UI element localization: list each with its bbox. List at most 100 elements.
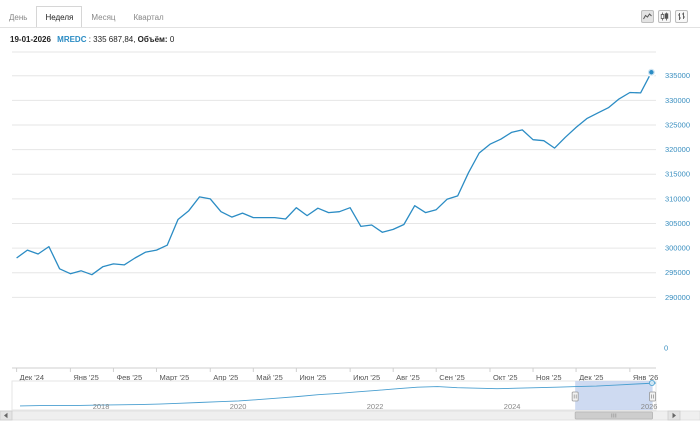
data-point-2025-12-22 bbox=[607, 107, 609, 109]
data-point-2025-04-07 bbox=[209, 198, 211, 200]
data-point-2025-06-23 bbox=[327, 211, 329, 213]
series-layer bbox=[15, 67, 656, 276]
info-date: 19-01-2026 bbox=[10, 35, 51, 44]
chart-type-toolbar bbox=[641, 10, 688, 23]
data-point-2024-12-16 bbox=[37, 253, 39, 255]
data-point-2025-06-30 bbox=[338, 210, 340, 212]
data-point-2025-06-16 bbox=[317, 207, 319, 209]
y-tick-label-300000: 300000 bbox=[665, 244, 690, 253]
candlestick-icon bbox=[660, 12, 669, 21]
data-point-2025-09-22 bbox=[467, 172, 469, 174]
y-tick-label-310000: 310000 bbox=[665, 194, 690, 203]
data-point-2024-12-23 bbox=[48, 245, 50, 247]
grid bbox=[12, 51, 656, 369]
navigator[interactable]: 2018 2020 2022 2024 2026 bbox=[0, 379, 700, 421]
y-tick-label-295000: 295000 bbox=[665, 268, 690, 277]
data-point-2025-03-17 bbox=[177, 218, 179, 220]
data-point-2025-10-06 bbox=[489, 143, 491, 145]
data-point-2025-03-03 bbox=[155, 249, 157, 251]
navigator-selection[interactable] bbox=[575, 381, 653, 410]
x-tick-label-окт-25: Окт '25 bbox=[493, 373, 518, 382]
data-point-2025-12-01 bbox=[575, 126, 577, 128]
data-point-2026-01-12 bbox=[639, 92, 641, 94]
data-point-2025-01-06 bbox=[69, 273, 71, 275]
area-chart-icon bbox=[643, 13, 652, 20]
data-point-2025-04-14 bbox=[220, 210, 222, 212]
data-point-2025-01-20 bbox=[91, 274, 93, 276]
navigator-year-label-2024: 2024 bbox=[504, 402, 521, 411]
area-chart-button[interactable] bbox=[641, 10, 654, 23]
x-tick-label-янв-26: Янв '26 bbox=[633, 373, 658, 382]
y-axis: 290000 295000 300000 305000 310000 315000 3200… bbox=[664, 71, 690, 352]
data-point-2025-12-15 bbox=[596, 112, 598, 114]
series-line-mredc bbox=[16, 71, 652, 276]
data-point-2025-04-28 bbox=[241, 212, 243, 214]
data-point-2025-05-12 bbox=[263, 216, 265, 218]
x-tick-label-июл-25: Июл '25 bbox=[353, 373, 380, 382]
navigator-last-marker bbox=[649, 379, 656, 386]
info-volume-label: Объём: bbox=[137, 35, 168, 44]
data-point-2025-02-03 bbox=[112, 263, 114, 265]
tabbar-divider bbox=[0, 27, 700, 28]
y-tick-label-290000: 290000 bbox=[665, 293, 690, 302]
data-point-2025-11-24 bbox=[564, 136, 566, 138]
x-tick-label-сен-25: Сен '25 bbox=[439, 373, 465, 382]
scrollbar-track[interactable] bbox=[0, 410, 700, 421]
navigator-year-label-2026: 2026 bbox=[641, 402, 658, 411]
data-point-2024-12-09 bbox=[26, 249, 28, 251]
bar-ohlc-icon bbox=[678, 12, 685, 20]
candlestick-button[interactable] bbox=[658, 10, 671, 23]
x-tick-label-июн-25: Июн '25 bbox=[299, 373, 326, 382]
tab-month[interactable]: Месяц bbox=[91, 13, 116, 22]
info-value: 335 687,84, bbox=[93, 35, 136, 44]
ohlc-bar-button[interactable] bbox=[675, 10, 688, 23]
y-tick-label-330000: 330000 bbox=[665, 96, 690, 105]
data-point-2025-06-02 bbox=[295, 207, 297, 209]
x-tick-label-янв-25: Янв '25 bbox=[73, 373, 98, 382]
info-separator: : bbox=[86, 35, 94, 44]
data-point-2025-02-17 bbox=[134, 257, 136, 259]
x-tick-label-ноя-25: Ноя '25 bbox=[536, 373, 562, 382]
tab-quarter[interactable]: Квартал bbox=[133, 13, 164, 22]
x-tick-label-дек-25: Дек '25 bbox=[579, 373, 603, 382]
data-point-2025-03-24 bbox=[188, 209, 190, 211]
data-point-2025-07-14 bbox=[360, 225, 362, 227]
data-point-2025-11-03 bbox=[532, 139, 534, 141]
tab-day[interactable]: День bbox=[9, 13, 28, 22]
navigator-year-label-2018: 2018 bbox=[93, 402, 110, 411]
x-tick-label-май-25: Май '25 bbox=[256, 373, 283, 382]
data-point-2025-11-10 bbox=[543, 140, 545, 142]
y-tick-label-305000: 305000 bbox=[665, 219, 690, 228]
navigator-handle-body[interactable] bbox=[649, 391, 656, 402]
data-point-2025-05-05 bbox=[252, 216, 254, 218]
data-point-2025-10-27 bbox=[521, 129, 523, 131]
data-point-2025-03-10 bbox=[166, 244, 168, 246]
data-point-2025-09-29 bbox=[478, 152, 480, 154]
data-point-2025-09-01 bbox=[435, 208, 437, 210]
data-point-2025-05-26 bbox=[284, 218, 286, 220]
data-point-2025-12-29 bbox=[618, 98, 620, 100]
scroll-left-arrow-icon bbox=[4, 412, 8, 419]
navigator-year-label-2020: 2020 bbox=[230, 402, 247, 411]
data-point-2025-01-13 bbox=[80, 270, 82, 272]
data-point-2025-01-27 bbox=[101, 266, 103, 268]
navigator-series-line bbox=[19, 382, 657, 407]
data-point-2025-10-20 bbox=[510, 131, 512, 133]
x-tick-label-фев-25: Фев '25 bbox=[116, 373, 142, 382]
data-point-2025-02-24 bbox=[145, 251, 147, 253]
data-point-2025-10-13 bbox=[500, 138, 502, 140]
info-ticker: MREDC bbox=[57, 35, 87, 44]
data-point-2025-11-17 bbox=[553, 147, 555, 149]
scroll-right-arrow-icon bbox=[672, 412, 676, 419]
navigator-handle-left[interactable] bbox=[571, 391, 579, 402]
navigator-handle-body[interactable] bbox=[571, 391, 579, 402]
info-volume-value: 0 bbox=[169, 35, 175, 44]
x-tick-label-апр-25: Апр '25 bbox=[213, 373, 238, 382]
period-tabs: День Неделя Месяц Квартал bbox=[0, 6, 173, 28]
tab-week[interactable]: Неделя bbox=[36, 6, 83, 28]
data-point-2024-12-02 bbox=[15, 257, 17, 259]
data-point-2025-08-25 bbox=[424, 211, 426, 213]
data-point-2025-09-15 bbox=[457, 195, 459, 197]
navigator-handle-right[interactable] bbox=[649, 391, 656, 402]
